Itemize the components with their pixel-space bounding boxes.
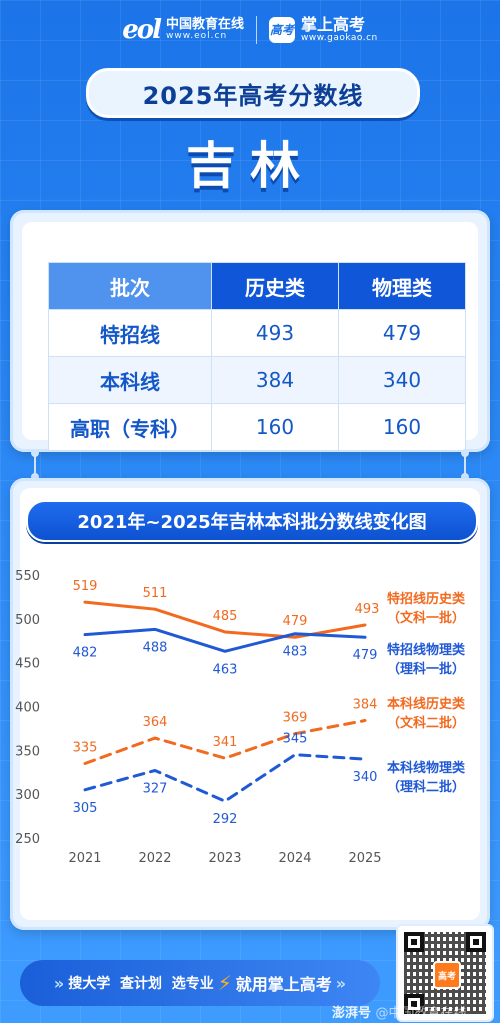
data-label: 345 xyxy=(283,732,308,747)
eol-logo-mark: eol xyxy=(122,15,162,45)
legend-series-subtitle: （理科一批） xyxy=(387,661,465,677)
row-history-score: 493 xyxy=(211,309,339,357)
score-table: 批次 历史类 物理类 特招线 493 479 本科线 384 340 高职（专科… xyxy=(48,262,466,451)
chart-card-inner xyxy=(20,488,480,920)
score-card: 批次 历史类 物理类 特招线 493 479 本科线 384 340 高职（专科… xyxy=(10,210,490,452)
gaokao-logo-name: 掌上高考 xyxy=(300,14,365,34)
qr-finder xyxy=(466,932,486,952)
row-physics-score: 479 xyxy=(338,309,466,357)
row-physics-score: 340 xyxy=(338,356,466,404)
score-table-header: 批次 历史类 物理类 xyxy=(48,262,466,310)
series-line xyxy=(83,600,367,639)
footer-items: 搜大学 查计划 选专业 xyxy=(68,976,214,992)
eol-logo-name: 中国教育在线 xyxy=(165,17,244,33)
data-label: 305 xyxy=(73,801,98,816)
series-line xyxy=(83,627,367,653)
card-connector-right xyxy=(461,449,469,481)
x-tick-label: 2023 xyxy=(208,851,241,866)
chart-title: 2021年~2025年吉林本科批分数线变化图 xyxy=(26,500,478,542)
legend-series-name: 特招线物理类 xyxy=(387,642,466,658)
x-tick-label: 2021 xyxy=(68,851,101,866)
qr-center-logo: 高考 xyxy=(433,961,461,989)
data-label: 479 xyxy=(283,614,308,629)
legend-series-name: 本科线物理类 xyxy=(387,760,466,776)
data-label: 483 xyxy=(283,645,308,660)
data-label: 364 xyxy=(143,715,168,730)
qr-code[interactable]: 高考 xyxy=(396,924,494,1022)
series-line xyxy=(83,753,367,803)
watermark-brand: 澎湃号 xyxy=(332,1006,372,1021)
data-label: 479 xyxy=(353,648,378,663)
card-connector-left xyxy=(31,449,39,481)
x-tick-label: 2022 xyxy=(138,851,171,866)
y-tick-label: 400 xyxy=(15,701,40,716)
y-tick-label: 500 xyxy=(15,613,40,628)
row-batch-label: 特招线 xyxy=(48,309,212,357)
legend-series-name: 本科线历史类 xyxy=(387,696,466,712)
gaokao-logo[interactable]: 高考 掌上高考 www.gaokao.cn xyxy=(268,14,378,43)
logo-divider xyxy=(255,16,257,44)
row-batch-label: 高职（专科） xyxy=(48,403,212,451)
eol-logo[interactable]: eol 中国教育在线 www.eol.cn xyxy=(122,15,244,45)
data-label: 493 xyxy=(355,602,380,617)
chart-card xyxy=(10,478,490,930)
legend-series-name: 特招线历史类 xyxy=(387,591,466,607)
lightning-icon: ⚡ xyxy=(217,971,232,995)
row-physics-score: 160 xyxy=(338,403,466,451)
footer-cta-bar[interactable]: » 搜大学 查计划 选专业 ⚡ 就用掌上高考 » xyxy=(20,960,380,1006)
data-label: 511 xyxy=(143,586,168,601)
x-tick-label: 2025 xyxy=(348,851,381,866)
data-label: 463 xyxy=(213,662,238,677)
data-label: 482 xyxy=(73,646,98,661)
watermark: 澎湃号 @中国教育在线 xyxy=(332,1002,467,1021)
data-label: 341 xyxy=(213,735,238,750)
legend-series-subtitle: （理科二批） xyxy=(387,779,465,795)
data-label: 369 xyxy=(283,711,308,726)
x-tick-label: 2024 xyxy=(278,851,311,866)
data-label: 384 xyxy=(353,698,378,713)
footer-cta-text: 就用掌上高考 xyxy=(235,975,332,994)
y-tick-label: 250 xyxy=(15,832,40,847)
y-tick-label: 550 xyxy=(15,569,40,584)
gaokao-badge-icon: 高考 xyxy=(268,16,295,43)
y-tick-label: 350 xyxy=(15,744,40,759)
table-row: 特招线 493 479 xyxy=(48,309,466,357)
data-label: 340 xyxy=(353,770,378,785)
row-history-score: 384 xyxy=(211,356,339,404)
score-card-inner: 批次 历史类 物理类 特招线 493 479 本科线 384 340 高职（专科… xyxy=(22,222,478,451)
data-label: 327 xyxy=(143,781,168,796)
header-physics: 物理类 xyxy=(338,262,466,310)
eol-logo-url: www.eol.cn xyxy=(165,31,228,42)
province-title: 吉林 xyxy=(186,137,314,195)
data-label: 488 xyxy=(143,640,168,655)
double-arrow-right-icon: » xyxy=(335,973,347,993)
y-tick-label: 450 xyxy=(15,657,40,672)
header-history: 历史类 xyxy=(211,262,339,310)
gaokao-logo-url: www.gaokao.cn xyxy=(300,32,378,43)
legend-series-subtitle: （文科二批） xyxy=(387,715,465,731)
double-arrow-left-icon: » xyxy=(53,973,65,993)
qr-finder xyxy=(404,994,424,1014)
header-batch: 批次 xyxy=(48,262,212,310)
watermark-handle: @中国教育在线 xyxy=(375,1006,467,1021)
qr-finder xyxy=(404,932,424,952)
table-row: 高职（专科） 160 160 xyxy=(48,403,466,451)
table-row: 本科线 384 340 xyxy=(48,356,466,404)
row-batch-label: 本科线 xyxy=(48,356,212,404)
data-label: 485 xyxy=(213,609,238,624)
series-line xyxy=(83,719,367,765)
row-history-score: 160 xyxy=(211,403,339,451)
y-tick-label: 300 xyxy=(15,788,40,803)
header-logos: eol 中国教育在线 www.eol.cn 高考 掌上高考 www.gaokao… xyxy=(0,10,500,50)
data-label: 519 xyxy=(73,579,98,594)
data-label: 292 xyxy=(213,812,238,827)
legend-series-subtitle: （文科一批） xyxy=(387,610,465,626)
data-label: 335 xyxy=(73,740,98,755)
page-title: 2025年高考分数线 xyxy=(86,68,420,118)
